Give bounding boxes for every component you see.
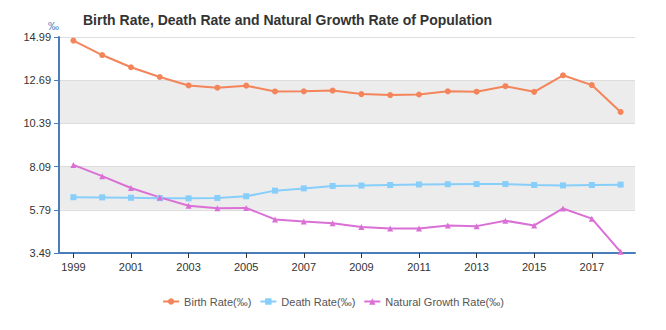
svg-text:10.39: 10.39 [23,117,51,129]
svg-text:2007: 2007 [292,261,316,273]
svg-text:14.99: 14.99 [23,31,51,43]
svg-text:1999: 1999 [61,261,85,273]
svg-text:2017: 2017 [580,261,604,273]
svg-text:3.49: 3.49 [30,247,51,259]
svg-text:2015: 2015 [522,261,546,273]
svg-text:2009: 2009 [349,261,373,273]
svg-text:5.79: 5.79 [30,204,51,216]
svg-text:2003: 2003 [176,261,200,273]
svg-text:2001: 2001 [119,261,143,273]
svg-text:12.69: 12.69 [23,74,51,86]
svg-text:8.09: 8.09 [30,161,51,173]
svg-text:Natural Growth Rate(‰): Natural Growth Rate(‰) [385,296,504,308]
svg-text:Death Rate(‰): Death Rate(‰) [281,296,355,308]
svg-text:2011: 2011 [407,261,431,273]
svg-text:2005: 2005 [234,261,258,273]
svg-text:Birth Rate, Death Rate and Nat: Birth Rate, Death Rate and Natural Growt… [83,12,492,28]
svg-text:2013: 2013 [464,261,488,273]
svg-text:Birth Rate(‰): Birth Rate(‰) [184,296,251,308]
